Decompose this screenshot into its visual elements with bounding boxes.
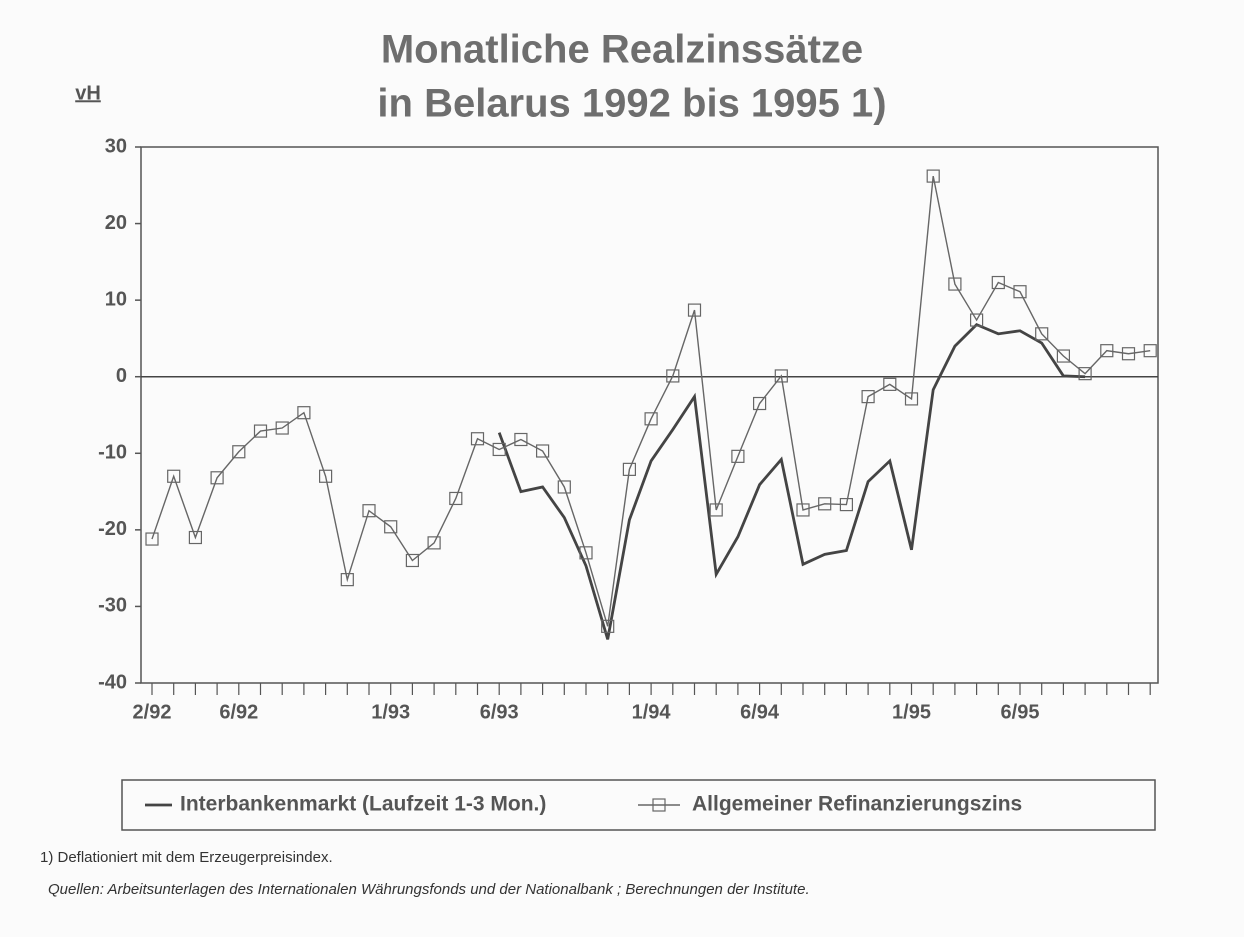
marker: [535, 444, 550, 458]
y-tick-label: -10: [98, 442, 127, 464]
legend-box: [121, 779, 1156, 831]
y-tick-label: -40: [98, 671, 127, 693]
series-line: [497, 322, 1086, 640]
marker: [601, 619, 615, 633]
marker: [709, 503, 723, 517]
marker: [622, 462, 637, 476]
x-tick-label: 6/93: [480, 701, 519, 723]
marker: [1121, 347, 1136, 361]
marker: [644, 412, 658, 426]
marker: [492, 442, 506, 457]
marker: [427, 536, 441, 550]
y-tick-label: 10: [105, 288, 127, 310]
legend-label: Allgemeiner Refinanzierungszins: [692, 793, 1022, 816]
marker: [861, 390, 875, 404]
marker: [1056, 349, 1071, 363]
y-tick-label: 30: [105, 135, 127, 157]
x-tick-label: 1/94: [632, 701, 672, 723]
marker: [796, 503, 810, 517]
marker: [253, 424, 268, 438]
x-tick-label: 1/93: [371, 701, 410, 723]
legend-swatch: [652, 798, 666, 812]
y-tick-label: -20: [98, 518, 127, 540]
marker: [470, 432, 485, 446]
marker: [926, 169, 940, 183]
marker: [297, 406, 311, 420]
x-tick-label: 6/94: [740, 701, 780, 723]
marker: [818, 497, 832, 511]
marker: [1143, 344, 1157, 358]
chart-title: Monatliche Realzinssätze: [381, 28, 863, 72]
marker: [188, 530, 202, 545]
marker: [839, 497, 854, 512]
x-tick-label: 6/92: [219, 701, 258, 723]
marker: [362, 504, 376, 518]
legend-label: Interbankenmarkt (Laufzeit 1-3 Mon.): [180, 793, 546, 816]
y-tick-label: 0: [116, 365, 127, 387]
marker: [579, 546, 593, 560]
y-tick-label: -30: [98, 595, 127, 617]
y-axis-label: vH: [75, 82, 101, 104]
marker: [275, 421, 289, 435]
marker: [1013, 285, 1027, 299]
marker: [340, 573, 354, 587]
x-tick-label: 1/95: [892, 701, 931, 723]
marker: [687, 303, 702, 317]
marker: [557, 480, 571, 494]
marker: [1078, 367, 1092, 381]
marker: [752, 396, 767, 411]
plot-area: [140, 146, 1159, 684]
source: Quellen: Arbeitsunterlagen des Internati…: [48, 881, 810, 898]
marker: [1035, 327, 1049, 341]
marker: [384, 520, 398, 534]
y-tick-label: 20: [105, 212, 127, 234]
marker: [991, 275, 1005, 290]
chart-title: in Belarus 1992 bis 1995 1): [377, 82, 886, 126]
marker: [319, 469, 333, 483]
marker: [145, 532, 159, 546]
marker: [666, 369, 680, 383]
x-tick-label: 6/95: [1001, 701, 1040, 723]
marker: [167, 469, 181, 483]
marker: [948, 277, 962, 291]
marker: [232, 445, 246, 459]
marker: [514, 432, 528, 447]
marker: [731, 449, 745, 463]
marker: [449, 491, 463, 506]
marker: [1100, 344, 1114, 358]
marker: [210, 471, 224, 485]
series-line: [151, 175, 1151, 627]
footnote: 1) Deflationiert mit dem Erzeugerpreisin…: [40, 849, 333, 866]
x-tick-label: 2/92: [133, 701, 172, 723]
marker: [883, 377, 897, 391]
marker: [904, 392, 919, 406]
marker: [405, 553, 419, 568]
marker: [969, 313, 984, 327]
marker: [774, 369, 788, 383]
